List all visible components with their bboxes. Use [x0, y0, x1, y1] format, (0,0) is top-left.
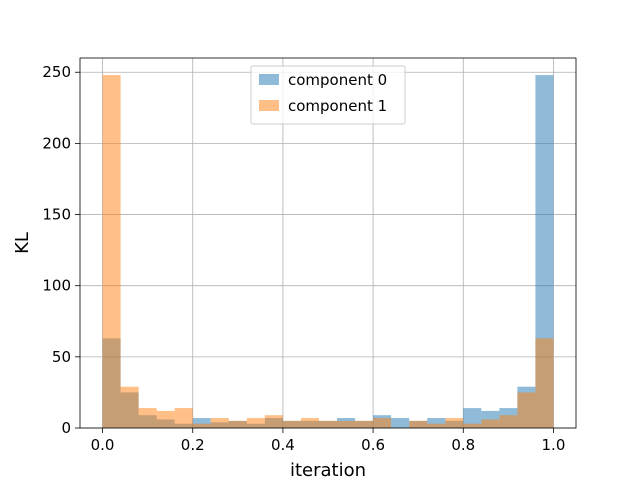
x-tick-label-1: 0.2 [181, 436, 205, 454]
bar-component-0-bin-20 [463, 408, 482, 428]
bar-component-1-bin-23 [517, 392, 536, 428]
y-tick-label-4: 200 [42, 134, 71, 152]
bar-component-1-bin-7 [228, 420, 247, 428]
bar-component-1-bin-14 [355, 420, 374, 428]
axis-ticks: 0.0 0.2 0.4 0.6 0.8 1.0 0 50 100 150 200 250 [42, 63, 565, 454]
bar-component-1-bin-8 [246, 418, 265, 428]
bar-component-1-bin-13 [337, 420, 356, 428]
bar-component-0-bin-18 [427, 418, 446, 428]
bar-component-0-bin-5 [192, 418, 211, 428]
legend-box [250, 65, 406, 125]
bar-component-1-bin-18 [427, 423, 446, 428]
bar-component-1-bin-2 [138, 408, 157, 428]
legend-label-component-1: component 1 [288, 97, 387, 115]
bar-component-1-bin-0 [102, 75, 121, 429]
plot-frame [79, 57, 577, 429]
x-axis-label: iteration [290, 460, 366, 480]
y-tick-label-3: 150 [42, 206, 71, 224]
legend-swatch-component-0 [259, 74, 279, 85]
bar-component-1-bin-24 [535, 338, 554, 428]
y-tick-label-2: 100 [42, 277, 71, 295]
bar-component-1-bin-21 [481, 419, 500, 428]
y-axis-label: KL [12, 232, 33, 254]
legend: component 0 component 1 [250, 65, 406, 125]
y-tick-label-1: 50 [52, 348, 71, 366]
legend-swatch-component-1 [259, 100, 279, 111]
bar-component-1-bin-17 [409, 420, 428, 428]
bar-component-1-bin-11 [300, 418, 319, 428]
bars-layer [102, 75, 554, 429]
x-tick-label-2: 0.4 [271, 436, 295, 454]
bar-component-1-bin-15 [373, 418, 392, 428]
x-tick-label-5: 1.0 [542, 436, 566, 454]
bar-component-1-bin-10 [282, 420, 301, 428]
bar-component-0-bin-16 [391, 418, 410, 428]
bar-component-1-bin-4 [174, 408, 193, 428]
x-tick-label-0: 0.0 [91, 436, 115, 454]
y-tick-label-0: 0 [61, 419, 71, 437]
x-tick-label-4: 0.8 [451, 436, 475, 454]
bar-component-1-bin-19 [445, 418, 464, 428]
x-tick-label-3: 0.6 [361, 436, 385, 454]
bar-component-1-bin-9 [264, 415, 283, 428]
y-tick-label-5: 250 [42, 63, 71, 81]
legend-label-component-0: component 0 [288, 71, 387, 89]
bar-component-1-bin-22 [499, 415, 518, 428]
bar-component-1-bin-5 [192, 423, 211, 428]
bar-component-1-bin-12 [318, 420, 338, 428]
bar-component-1-bin-20 [463, 423, 482, 428]
bar-component-1-bin-6 [210, 418, 229, 428]
bar-component-1-bin-1 [120, 386, 139, 428]
bar-component-1-bin-3 [156, 410, 175, 428]
